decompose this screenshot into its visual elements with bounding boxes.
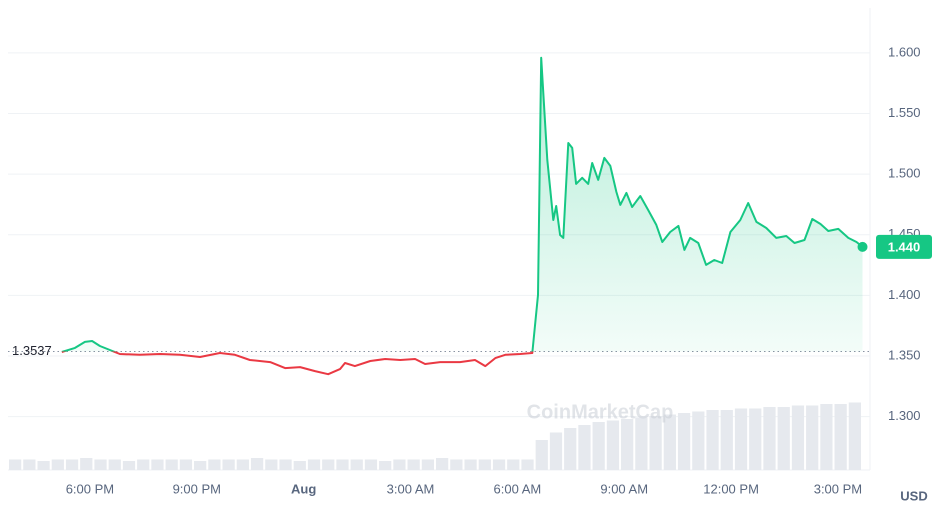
last-point xyxy=(857,241,868,252)
volume-bar xyxy=(236,459,249,470)
volume-bar xyxy=(806,405,819,470)
volume-bar xyxy=(677,413,691,470)
volume-bar xyxy=(307,459,321,470)
price-badge-label: 1.440 xyxy=(888,239,921,254)
volume-bar xyxy=(450,459,463,470)
volume-bar xyxy=(848,402,861,470)
volume-bar xyxy=(322,459,335,470)
watermark: CoinMarketCap xyxy=(527,401,674,423)
volume-bar xyxy=(51,459,64,470)
volume-bar xyxy=(165,459,178,470)
volume-bar xyxy=(208,459,221,470)
volume-bar xyxy=(37,461,50,470)
volume-bar xyxy=(393,459,406,470)
x-tick-label: Aug xyxy=(291,481,316,496)
volume-bar xyxy=(194,461,207,470)
volume-bar xyxy=(521,459,534,470)
x-tick-label: 9:00 PM xyxy=(173,481,221,496)
volume-bar xyxy=(478,459,491,470)
volume-bar xyxy=(549,432,563,470)
volume-bar xyxy=(834,404,847,470)
volume-bar xyxy=(23,459,36,470)
volume-bar xyxy=(535,440,548,470)
volume-bar xyxy=(621,419,634,470)
price-line-down xyxy=(61,351,534,376)
volume-bar xyxy=(279,459,292,470)
volume-bar xyxy=(179,459,193,470)
volume-bar xyxy=(820,404,833,470)
volume-bar xyxy=(122,461,136,470)
price-badge xyxy=(876,234,932,259)
volume-bar xyxy=(151,459,164,470)
x-tick-label: 6:00 PM xyxy=(66,481,114,496)
y-tick-label: 1.350 xyxy=(888,347,921,362)
volume-bar xyxy=(222,459,235,470)
volume-bar xyxy=(663,414,676,470)
volume-bar xyxy=(492,459,506,470)
y-tick-label: 1.550 xyxy=(888,105,921,120)
x-tick-label: 6:00 AM xyxy=(494,481,542,496)
y-tick-label: 1.400 xyxy=(888,287,921,302)
y-tick-label: 1.300 xyxy=(888,408,921,423)
volume-bar xyxy=(421,459,434,470)
volume-bar xyxy=(791,405,805,470)
volume-bar xyxy=(9,459,22,470)
volume-bar xyxy=(564,428,577,470)
volume-bar xyxy=(606,420,620,470)
price-line-up xyxy=(61,56,864,352)
volume-bar xyxy=(137,459,150,470)
currency-label: USD xyxy=(900,488,927,503)
volume-bar xyxy=(763,407,776,470)
volume-bar xyxy=(94,459,107,470)
volume-bar xyxy=(777,407,790,470)
volume-bar xyxy=(250,458,264,470)
volume-bar xyxy=(692,411,705,470)
x-tick-label: 3:00 PM xyxy=(814,481,862,496)
volume-bar xyxy=(706,410,719,470)
volume-bar xyxy=(436,458,449,470)
volume-bar xyxy=(350,459,363,470)
volume-bar xyxy=(578,425,591,470)
volume-bar xyxy=(720,410,733,470)
volume-bar xyxy=(265,459,278,470)
volume-bar xyxy=(407,459,420,470)
x-tick-label: 12:00 PM xyxy=(703,481,759,496)
price-area xyxy=(61,57,863,352)
y-tick-label: 1.600 xyxy=(888,44,921,59)
volume-bar xyxy=(108,459,121,470)
baseline-label: 1.3537 xyxy=(12,343,52,358)
volume-bar xyxy=(649,416,662,470)
volume-bar xyxy=(507,459,520,470)
volume-bar xyxy=(293,461,306,470)
y-tick-label: 1.500 xyxy=(888,166,921,181)
volume-bar xyxy=(464,459,477,470)
volume-bar xyxy=(65,459,79,470)
volume-bar xyxy=(80,458,93,470)
volume-bar xyxy=(635,417,648,470)
volume-bar xyxy=(336,459,349,470)
volume-bar xyxy=(379,461,392,470)
volume-bar xyxy=(734,408,748,470)
volume-bar xyxy=(592,422,605,470)
x-tick-label: 9:00 AM xyxy=(600,481,648,496)
x-tick-label: 3:00 AM xyxy=(387,481,435,496)
volume-bar xyxy=(364,459,378,470)
volume-bar xyxy=(749,408,762,470)
